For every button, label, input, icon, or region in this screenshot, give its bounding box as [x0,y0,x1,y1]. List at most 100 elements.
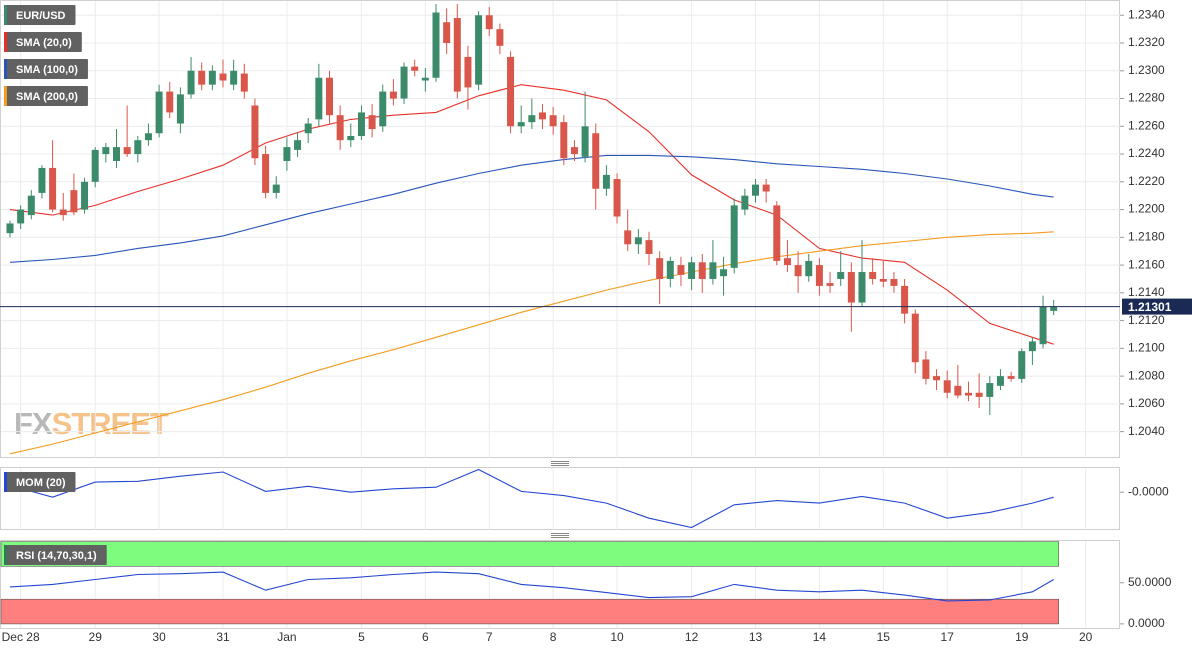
candle-body [283,147,291,161]
legend-box [4,472,76,492]
y-tick-label: 1.2160 [1128,257,1165,271]
legend-marker [4,86,7,106]
watermark: FXSTREET [14,406,169,441]
legend-label: EUR/USD [16,10,66,22]
x-tick-label: 13 [749,630,763,644]
y-tick-label: 1.2200 [1128,202,1165,216]
series-line [9,84,1054,345]
candle-body [570,147,578,155]
candle-body [954,385,962,396]
x-tick-label: Dec 28 [2,630,40,644]
y-tick-label: 1.2080 [1128,368,1165,382]
x-tick-label: 31 [216,630,230,644]
candle-body [326,77,333,116]
x-tick-label: Jan [277,630,296,644]
candle-body [805,260,813,277]
candle-body [975,392,983,397]
candle-body [123,147,131,155]
candle-body [794,265,802,277]
y-tick-label: -0.0000 [1128,484,1169,498]
candle-body [1007,376,1015,379]
panel-handle[interactable] [551,461,569,466]
y-tick-label: 1.2120 [1128,313,1165,327]
legend-marker [4,5,7,25]
candle-body [965,392,972,396]
x-tick-label: 8 [550,630,557,644]
candle-body [539,112,546,120]
last-price-label: 1.21301 [1128,300,1172,314]
candle-body [70,190,78,213]
candle-body [113,147,120,161]
y-tick-label: 1.2300 [1128,63,1165,77]
candle-body [901,285,909,314]
candle-body [720,269,728,277]
candle-body [730,205,738,268]
watermark-street: STREET [52,406,169,441]
candle-body [1018,351,1026,379]
candle-body [624,230,632,245]
candle-body [634,237,642,245]
candle-body [613,179,621,217]
mom-panel [0,467,1120,530]
candle-body [485,15,493,30]
candle-body [1050,306,1058,311]
candle-body [890,278,898,286]
candle-body [240,73,248,92]
candle-body [752,184,759,196]
legend-marker [4,59,7,79]
candle-body [943,380,951,393]
candle-body [187,70,195,95]
x-tick-label: 17 [941,630,955,644]
band [0,598,1059,625]
candle-body [262,154,270,193]
candle-body [198,70,206,85]
candle-body [709,262,717,279]
candle-body [922,359,930,379]
y-tick-label: 1.2320 [1128,35,1165,49]
y-tick-label: 1.2100 [1128,341,1165,355]
series-line [9,571,1054,602]
candle-body [411,66,419,71]
candle-body [475,15,483,85]
candle-body [59,209,67,216]
candle-body [81,181,89,210]
candle-body [17,209,25,224]
candle-body [581,126,589,157]
candle-body [453,18,461,92]
candle-body [389,91,397,99]
candle-body [666,260,674,279]
candle-body [762,184,770,192]
candle-body [656,258,664,279]
candle-body [911,313,919,363]
candle-body [507,56,515,127]
candle-body [1039,306,1047,345]
candle-body [304,123,312,134]
legend-box [4,59,88,79]
main-panel [0,0,1120,458]
candle-body [400,66,408,99]
candle-body [879,278,887,282]
candle-body [837,272,845,279]
x-tick-label: 19 [1015,630,1029,644]
candle-body [602,174,610,189]
candle-body [49,167,57,210]
candle-body [996,376,1004,386]
y-tick-label: 1.2280 [1128,91,1165,105]
candle-body [294,140,302,150]
candle-body [208,70,216,85]
candle-body [166,91,174,113]
panel-handle[interactable] [551,533,569,538]
candle-body [272,184,280,193]
candle-body [858,272,866,303]
candle-body [432,12,440,78]
candle-body [815,265,823,286]
candle-body [698,262,706,279]
candle-body [847,272,855,303]
candle-body [773,205,781,261]
x-tick-label: 12 [685,630,699,644]
candle-body [315,77,323,120]
legend-label: MOM (20) [16,477,66,489]
y-tick-label: 1.2180 [1128,229,1165,243]
legend-label: RSI (14,70,30,1) [16,550,97,562]
x-tick-label: 20 [1079,630,1093,644]
